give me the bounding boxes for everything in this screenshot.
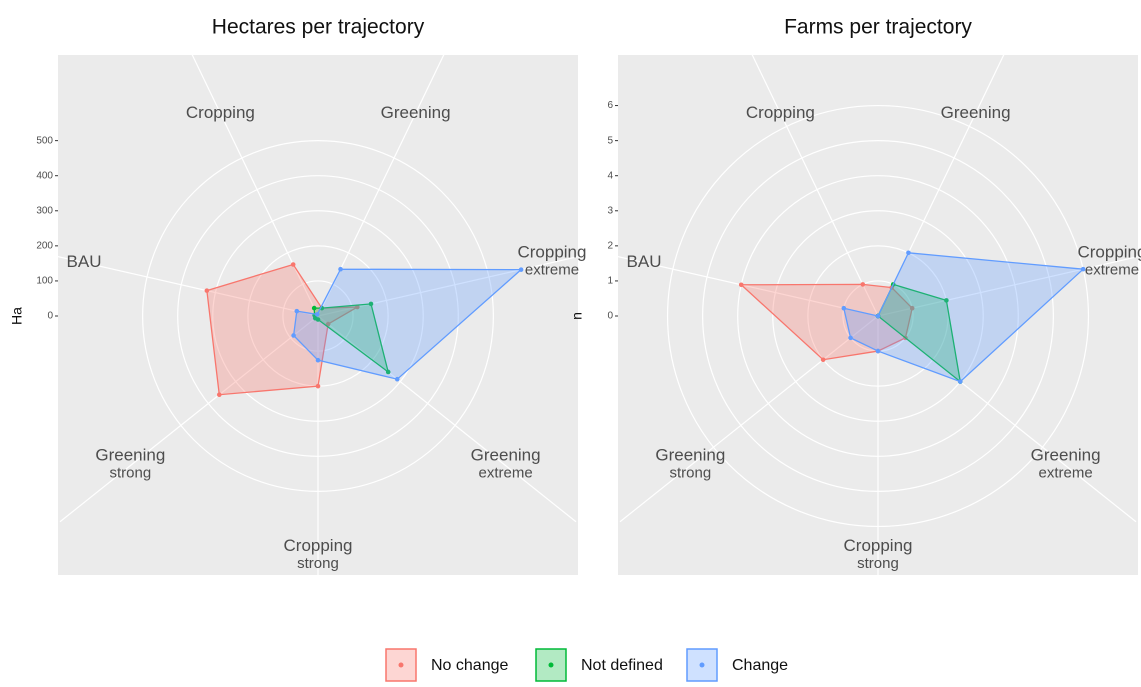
legend-dot — [700, 663, 705, 668]
data-point — [958, 379, 963, 384]
y-tick-label: 0 — [47, 311, 53, 322]
chart-title: Hectares per trajectory — [212, 16, 425, 39]
y-axis-label: n — [569, 312, 585, 320]
data-point — [312, 306, 317, 311]
y-axis-label: Ha — [9, 307, 25, 325]
legend-dot — [549, 663, 554, 668]
data-point — [842, 306, 847, 311]
y-tick-label: 300 — [36, 205, 53, 216]
category-label: Cropping — [186, 103, 255, 122]
data-point — [739, 282, 744, 287]
category-label: BAU — [627, 252, 662, 271]
category-label: Greening — [381, 103, 451, 122]
data-point — [316, 358, 321, 363]
data-point — [848, 336, 853, 341]
data-point — [316, 384, 321, 389]
legend-label: Change — [732, 657, 788, 674]
y-tick-label: 6 — [607, 100, 613, 111]
category-label: Greening — [941, 103, 1011, 122]
legend-label: Not defined — [581, 657, 663, 674]
data-point — [294, 309, 299, 314]
data-point — [217, 392, 222, 397]
legend-dot — [399, 663, 404, 668]
data-point — [205, 288, 210, 293]
y-tick-label: 200 — [36, 240, 53, 251]
y-tick-label: 1 — [607, 276, 613, 287]
data-point — [291, 262, 296, 267]
data-point — [876, 314, 881, 319]
data-point — [338, 267, 343, 272]
data-point — [395, 377, 400, 382]
data-point — [821, 357, 826, 362]
legend-label: No change — [431, 657, 508, 674]
category-label: Cropping — [746, 103, 815, 122]
y-tick-label: 5 — [607, 135, 613, 146]
y-tick-label: 2 — [607, 240, 613, 251]
data-point — [519, 267, 524, 272]
category-label: BAU — [67, 252, 102, 271]
data-point — [1081, 267, 1086, 272]
chart-title: Farms per trajectory — [784, 16, 972, 39]
y-tick-label: 500 — [36, 135, 53, 146]
y-tick-label: 0 — [607, 311, 613, 322]
y-tick-label: 3 — [607, 205, 613, 216]
data-point — [906, 250, 911, 255]
y-tick-label: 400 — [36, 170, 53, 181]
data-point — [876, 349, 881, 354]
y-tick-label: 4 — [607, 170, 613, 181]
data-point — [315, 312, 320, 317]
data-point — [860, 282, 865, 287]
data-point — [291, 333, 296, 338]
y-tick-label: 100 — [36, 276, 53, 287]
